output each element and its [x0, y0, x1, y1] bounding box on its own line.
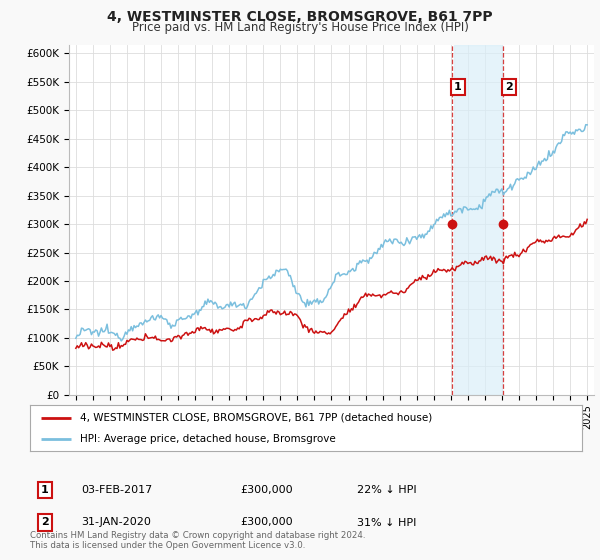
Text: HPI: Average price, detached house, Bromsgrove: HPI: Average price, detached house, Brom… [80, 435, 335, 444]
Text: £300,000: £300,000 [240, 517, 293, 528]
Text: 31% ↓ HPI: 31% ↓ HPI [357, 517, 416, 528]
Text: 4, WESTMINSTER CLOSE, BROMSGROVE, B61 7PP (detached house): 4, WESTMINSTER CLOSE, BROMSGROVE, B61 7P… [80, 413, 432, 423]
Text: 22% ↓ HPI: 22% ↓ HPI [357, 485, 416, 495]
Text: 4, WESTMINSTER CLOSE, BROMSGROVE, B61 7PP: 4, WESTMINSTER CLOSE, BROMSGROVE, B61 7P… [107, 10, 493, 24]
Text: 1: 1 [454, 82, 462, 92]
Text: 03-FEB-2017: 03-FEB-2017 [81, 485, 152, 495]
Text: 2: 2 [505, 82, 513, 92]
Text: 1: 1 [41, 485, 49, 495]
Text: £300,000: £300,000 [240, 485, 293, 495]
Text: Price paid vs. HM Land Registry's House Price Index (HPI): Price paid vs. HM Land Registry's House … [131, 21, 469, 34]
Text: 2: 2 [41, 517, 49, 528]
Text: 31-JAN-2020: 31-JAN-2020 [81, 517, 151, 528]
Text: Contains HM Land Registry data © Crown copyright and database right 2024.
This d: Contains HM Land Registry data © Crown c… [30, 530, 365, 550]
